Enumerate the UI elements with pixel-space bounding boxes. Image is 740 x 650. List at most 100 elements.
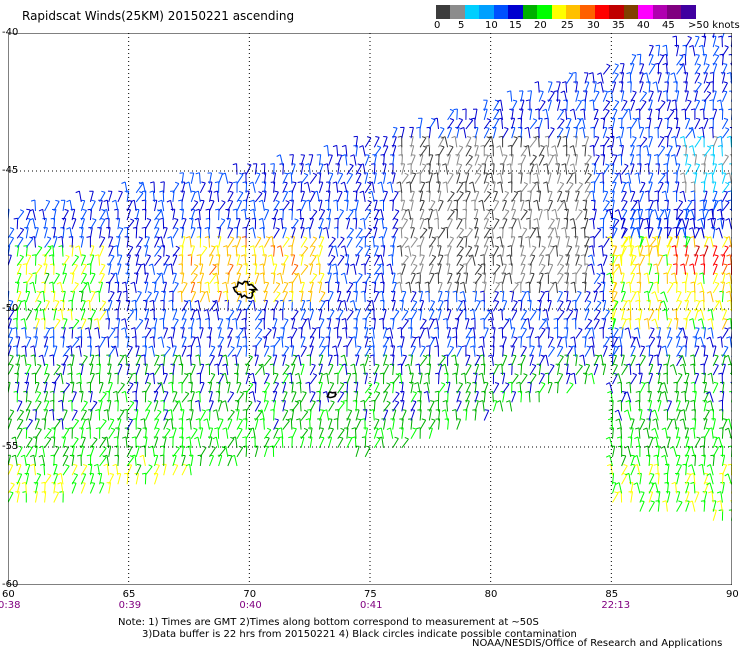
wind-barb-tick bbox=[64, 208, 69, 212]
wind-barb-tick bbox=[525, 99, 530, 102]
wind-barb-tick bbox=[484, 409, 489, 411]
wind-barb-tick bbox=[423, 327, 428, 330]
wind-barb bbox=[692, 145, 696, 157]
wind-barb bbox=[511, 374, 519, 385]
wind-barb bbox=[172, 364, 175, 376]
wind-barb-tick bbox=[333, 199, 338, 202]
wind-barb bbox=[694, 154, 697, 166]
wind-barb bbox=[602, 310, 610, 321]
wind-barb bbox=[511, 154, 514, 166]
wind-barb-tick bbox=[426, 345, 431, 347]
wind-barb bbox=[135, 409, 139, 421]
wind-barb bbox=[511, 283, 519, 294]
wind-barb-tick bbox=[449, 236, 454, 239]
colorbar-swatch bbox=[537, 5, 552, 19]
wind-barb-tick bbox=[497, 363, 502, 366]
wind-barb bbox=[80, 227, 84, 239]
wind-barb bbox=[154, 437, 159, 448]
wind-barb bbox=[33, 345, 36, 357]
wind-barb-tick bbox=[131, 454, 136, 457]
colorbar-swatch bbox=[609, 5, 624, 19]
wind-barb bbox=[108, 391, 110, 403]
wind-barb-tick bbox=[73, 463, 78, 466]
wind-barb bbox=[593, 284, 602, 294]
wind-barb bbox=[428, 319, 435, 330]
wind-barb bbox=[447, 282, 453, 294]
wind-barb bbox=[593, 137, 600, 148]
wind-barb-tick bbox=[562, 135, 567, 138]
wind-barb bbox=[447, 337, 452, 348]
wind-barb bbox=[355, 254, 360, 266]
wind-barb bbox=[557, 265, 565, 276]
wind-barb bbox=[637, 245, 641, 257]
wind-barb-tick bbox=[459, 227, 464, 231]
wind-barb-tick bbox=[365, 254, 371, 257]
wind-barb bbox=[355, 190, 358, 202]
wind-barb-tick bbox=[321, 290, 326, 294]
wind-barb bbox=[428, 119, 436, 130]
wind-barb-tick bbox=[685, 117, 690, 120]
wind-barb bbox=[557, 218, 561, 230]
wind-barb bbox=[262, 272, 265, 284]
wind-barb-tick bbox=[443, 354, 448, 357]
wind-barb-tick bbox=[136, 354, 141, 357]
wind-barb bbox=[373, 291, 380, 303]
wind-barb-tick bbox=[19, 254, 24, 258]
wind-barb bbox=[502, 155, 508, 166]
wind-barb bbox=[428, 409, 432, 421]
wind-barb-tick bbox=[661, 208, 666, 212]
wind-barb bbox=[400, 327, 403, 339]
wind-barb bbox=[172, 183, 180, 194]
wind-barb-tick bbox=[458, 218, 463, 221]
wind-barb-tick bbox=[459, 263, 464, 267]
wind-barb bbox=[328, 310, 335, 321]
wind-barb bbox=[593, 109, 599, 121]
wind-barb bbox=[144, 427, 147, 439]
wind-barb bbox=[584, 346, 591, 357]
wind-barb-tick bbox=[624, 163, 629, 167]
wind-barb bbox=[703, 118, 709, 130]
wind-barb bbox=[318, 428, 324, 439]
wind-barb-tick bbox=[488, 390, 493, 393]
wind-barb-tick bbox=[141, 226, 146, 229]
wind-barb-tick bbox=[640, 181, 646, 184]
colorbar-label: 10 bbox=[485, 20, 498, 31]
wind-barb bbox=[263, 254, 267, 266]
wind-barb-tick bbox=[470, 317, 476, 320]
wind-barb-tick bbox=[237, 309, 242, 311]
wind-barb bbox=[474, 236, 480, 248]
wind-barb-tick bbox=[83, 354, 88, 358]
wind-barb-tick bbox=[230, 345, 235, 349]
wind-barb bbox=[520, 136, 523, 148]
wind-barb-tick bbox=[16, 463, 22, 466]
wind-barb-tick bbox=[442, 400, 447, 403]
wind-barb bbox=[446, 400, 449, 412]
wind-barb bbox=[326, 373, 330, 385]
wind-barb bbox=[24, 455, 27, 467]
wind-barb-tick bbox=[222, 363, 227, 366]
wind-barb bbox=[98, 354, 101, 366]
wind-barb-tick bbox=[118, 190, 123, 193]
wind-barb bbox=[291, 318, 296, 330]
wind-barb bbox=[711, 172, 714, 184]
wind-barb bbox=[216, 300, 220, 312]
wind-barb bbox=[300, 327, 303, 339]
wind-barb bbox=[392, 199, 394, 212]
wind-barb-tick bbox=[45, 199, 50, 202]
wind-barb bbox=[216, 409, 220, 421]
wind-barb bbox=[584, 82, 590, 93]
wind-barb bbox=[117, 318, 121, 330]
wind-barb bbox=[474, 136, 478, 148]
wind-barb bbox=[53, 420, 61, 430]
wind-barb-tick bbox=[194, 299, 199, 303]
wind-barb bbox=[593, 209, 597, 221]
wind-barb bbox=[89, 245, 95, 257]
wind-barb bbox=[144, 309, 149, 321]
wind-barb-tick bbox=[497, 117, 502, 120]
wind-barb bbox=[355, 247, 364, 257]
wind-barb-tick bbox=[590, 126, 595, 129]
wind-barb bbox=[71, 438, 79, 449]
wind-barb-tick bbox=[141, 472, 146, 475]
wind-barb bbox=[474, 165, 482, 175]
wind-barb bbox=[263, 391, 267, 403]
